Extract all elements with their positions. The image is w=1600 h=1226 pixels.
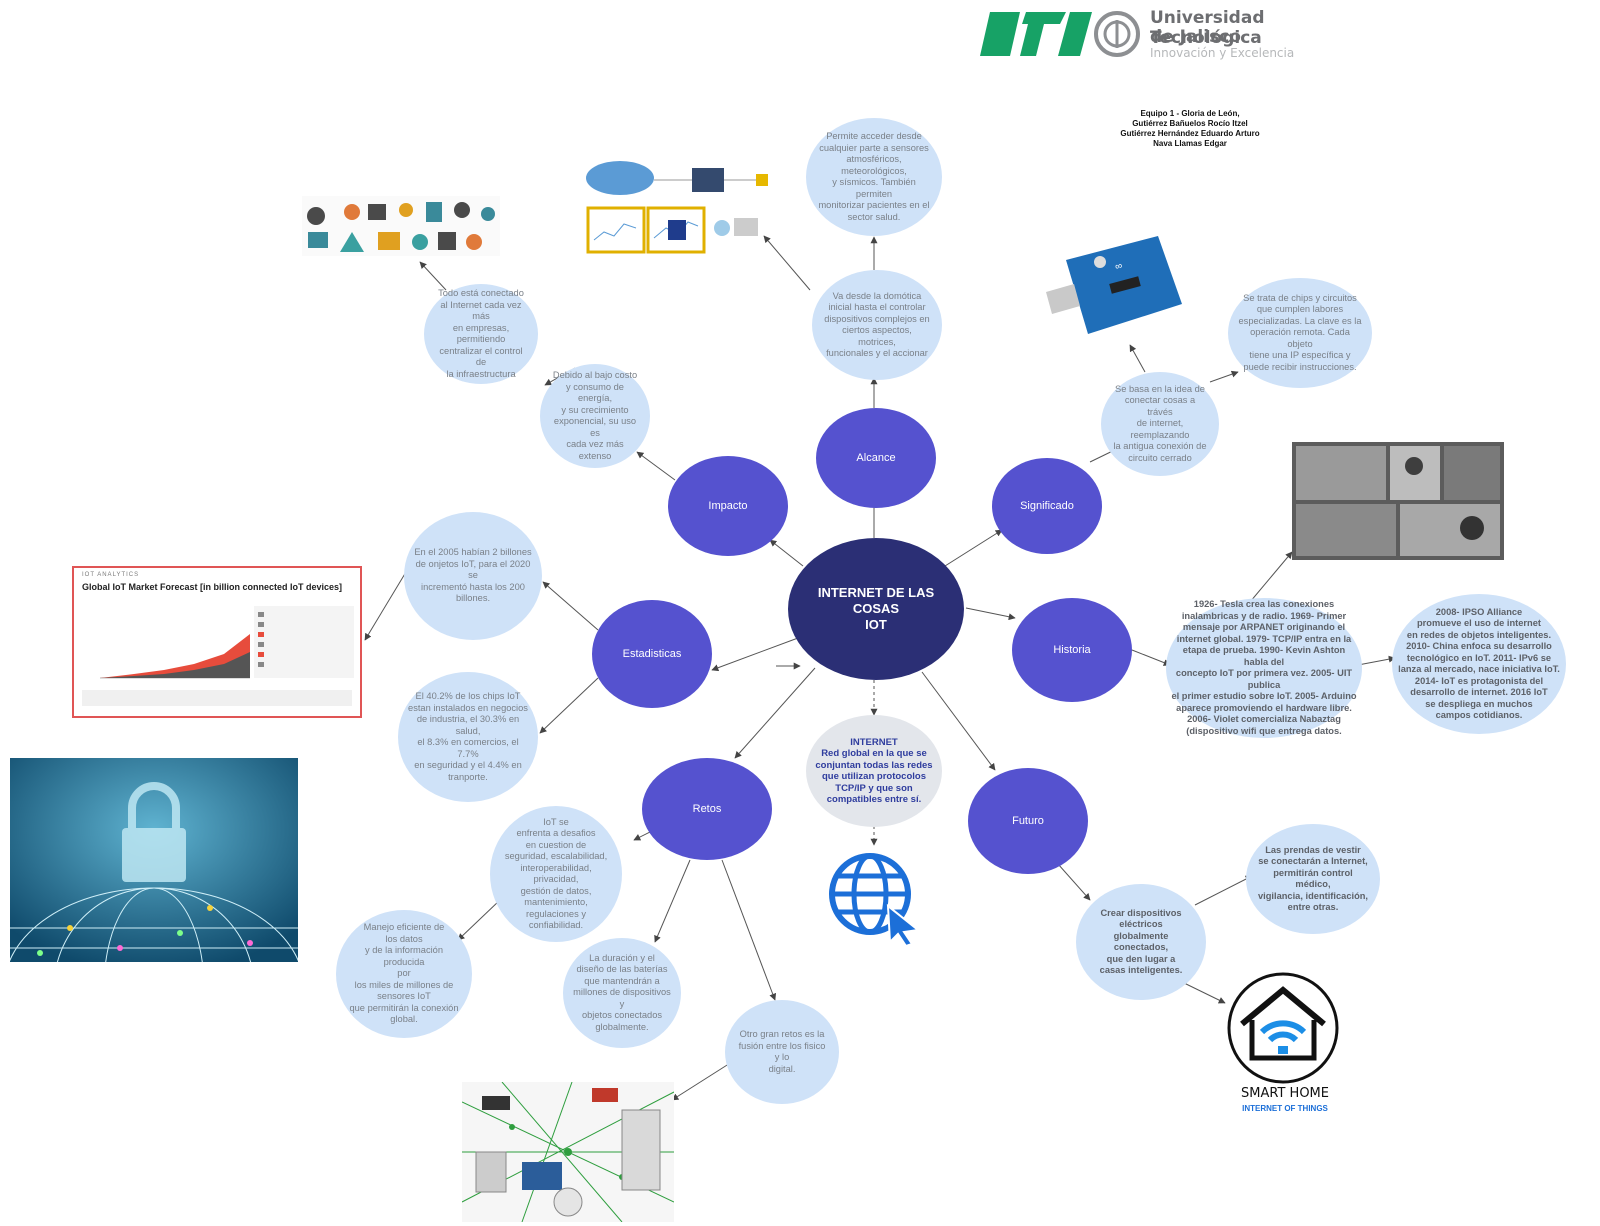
- connector-historia-1: [1131, 649, 1171, 666]
- hub-estadisticas[interactable]: Estadisticas: [592, 600, 712, 708]
- bubble-estadisticas-billones[interactable]: En el 2005 habían 2 billones de onjetos …: [404, 512, 542, 640]
- connector-historia-2: [1357, 655, 1396, 666]
- smart-home-subtitle: INTERNET OF THINGS: [1242, 1104, 1328, 1113]
- connector-center-significado: [944, 529, 1003, 567]
- university-name-line1: Universidad Tecnológica: [1150, 8, 1265, 48]
- connector-center-impacto: [769, 539, 804, 567]
- connector-alcance-image: [763, 235, 811, 291]
- hub-futuro[interactable]: Futuro: [968, 768, 1088, 874]
- connector-significado-top: [1209, 370, 1239, 383]
- bubble-impacto-bajo-costo[interactable]: Debido al bajo costo y consumo de energí…: [540, 364, 650, 468]
- university-slogan: Innovación y Excelencia: [1150, 46, 1295, 60]
- industrial-iot-icons-image: [302, 196, 500, 256]
- connector-center-estadisticas: [711, 637, 799, 672]
- chart-brand: IOT ANALYTICS: [82, 572, 140, 578]
- bubble-futuro-dispositivos[interactable]: Crear dispositivos eléctricos globalment…: [1076, 884, 1206, 1000]
- hub-significado[interactable]: Significado: [992, 458, 1102, 554]
- connector-historia-image: [1249, 551, 1293, 603]
- connector-retos-2: [457, 899, 501, 941]
- utj-logo: Universidad Tecnológica de Jalisco Innov…: [980, 6, 1340, 64]
- connector-futuro-1: [1057, 863, 1091, 901]
- bubble-retos-desafios[interactable]: IoT se enfrenta a desafios en cuestion d…: [490, 806, 622, 942]
- bubble-retos-datos[interactable]: Manejo eficiente de los datos y de la in…: [336, 910, 472, 1038]
- iot-security-globe-image: [10, 758, 298, 962]
- connector-estadisticas-image: [364, 571, 407, 641]
- connector-center-retos: [734, 667, 816, 759]
- bubble-significado-idea[interactable]: Se basa en la idea de conectar cosas a t…: [1101, 372, 1219, 476]
- smart-home-logo: SMART HOME INTERNET OF THINGS: [1220, 970, 1350, 1120]
- connector-impacto-mid: [636, 451, 676, 481]
- connector-futuro-image: [1181, 981, 1226, 1004]
- connector-center-historia: [965, 607, 1016, 621]
- iot-market-forecast-image: IOT ANALYTICS Global IoT Market Forecast…: [72, 566, 362, 718]
- bubble-impacto-conectado[interactable]: Todo está conectado al Internet cada vez…: [424, 284, 538, 384]
- center-topic[interactable]: INTERNET DE LAS COSAS IOT: [788, 538, 964, 680]
- hub-retos[interactable]: Retos: [642, 758, 772, 860]
- hub-alcance[interactable]: Alcance: [816, 408, 936, 508]
- bubble-estadisticas-chips[interactable]: El 40.2% de los chips IoT estan instalad…: [398, 672, 538, 802]
- connector-estadisticas-top: [542, 581, 599, 631]
- team-members: Equipo 1 - Gloria de León, Gutiérrez Bañ…: [1120, 109, 1260, 148]
- connector-impacto-image: [419, 261, 447, 291]
- university-name-line2: de Jalisco: [1150, 27, 1241, 47]
- connector-retos-3: [654, 859, 691, 943]
- bubble-significado-chips[interactable]: Se trata de chips y circuitos que cumple…: [1228, 278, 1372, 388]
- svg-text:∞: ∞: [1114, 260, 1124, 272]
- wifi-icon: [1259, 1020, 1307, 1035]
- connector-retos-4: [721, 859, 777, 1001]
- hub-historia[interactable]: Historia: [1012, 598, 1132, 702]
- bubble-historia-2008[interactable]: 2008- IPSO Alliance promueve el uso de i…: [1392, 594, 1566, 734]
- connector-retos-image: [671, 1059, 736, 1101]
- arduino-board-image: ∞: [1040, 230, 1188, 342]
- cloud-icon: [586, 161, 654, 195]
- bubble-alcance-sensores[interactable]: Permite acceder desde cualquier parte a …: [806, 118, 942, 236]
- bubble-historia-1926[interactable]: 1926- Tesla crea las conexiones inalambr…: [1166, 598, 1362, 738]
- connected-devices-image: [462, 1082, 674, 1222]
- bubble-alcance-domotica[interactable]: Va desde la domótica inicial hasta el co…: [812, 270, 942, 380]
- chart-title: Global IoT Market Forecast [in billion c…: [82, 582, 343, 592]
- smart-home-title: SMART HOME: [1241, 1086, 1329, 1101]
- padlock-icon: [122, 828, 186, 882]
- connector-significado-image: [1129, 344, 1146, 373]
- connector-center-futuro: [921, 671, 996, 771]
- connector-futuro-2: [1194, 875, 1253, 906]
- history-photos-image: [1292, 442, 1504, 560]
- bubble-retos-baterias[interactable]: La duración y el diseño de las baterías …: [563, 938, 681, 1048]
- bubble-retos-fusion[interactable]: Otro gran retos es la fusión entre los f…: [725, 1000, 839, 1104]
- bubble-futuro-prendas[interactable]: Las prendas de vestir se conectarán a In…: [1246, 824, 1380, 934]
- iot-architecture-image: [582, 158, 782, 262]
- bubble-internet-definicion[interactable]: INTERNET Red global en la que se conjunt…: [806, 715, 942, 827]
- globe-cursor-icon: [826, 850, 922, 946]
- connector-estadisticas-bottom: [539, 677, 599, 734]
- utj-logo-mark: [980, 11, 1140, 57]
- hub-impacto[interactable]: Impacto: [668, 456, 788, 556]
